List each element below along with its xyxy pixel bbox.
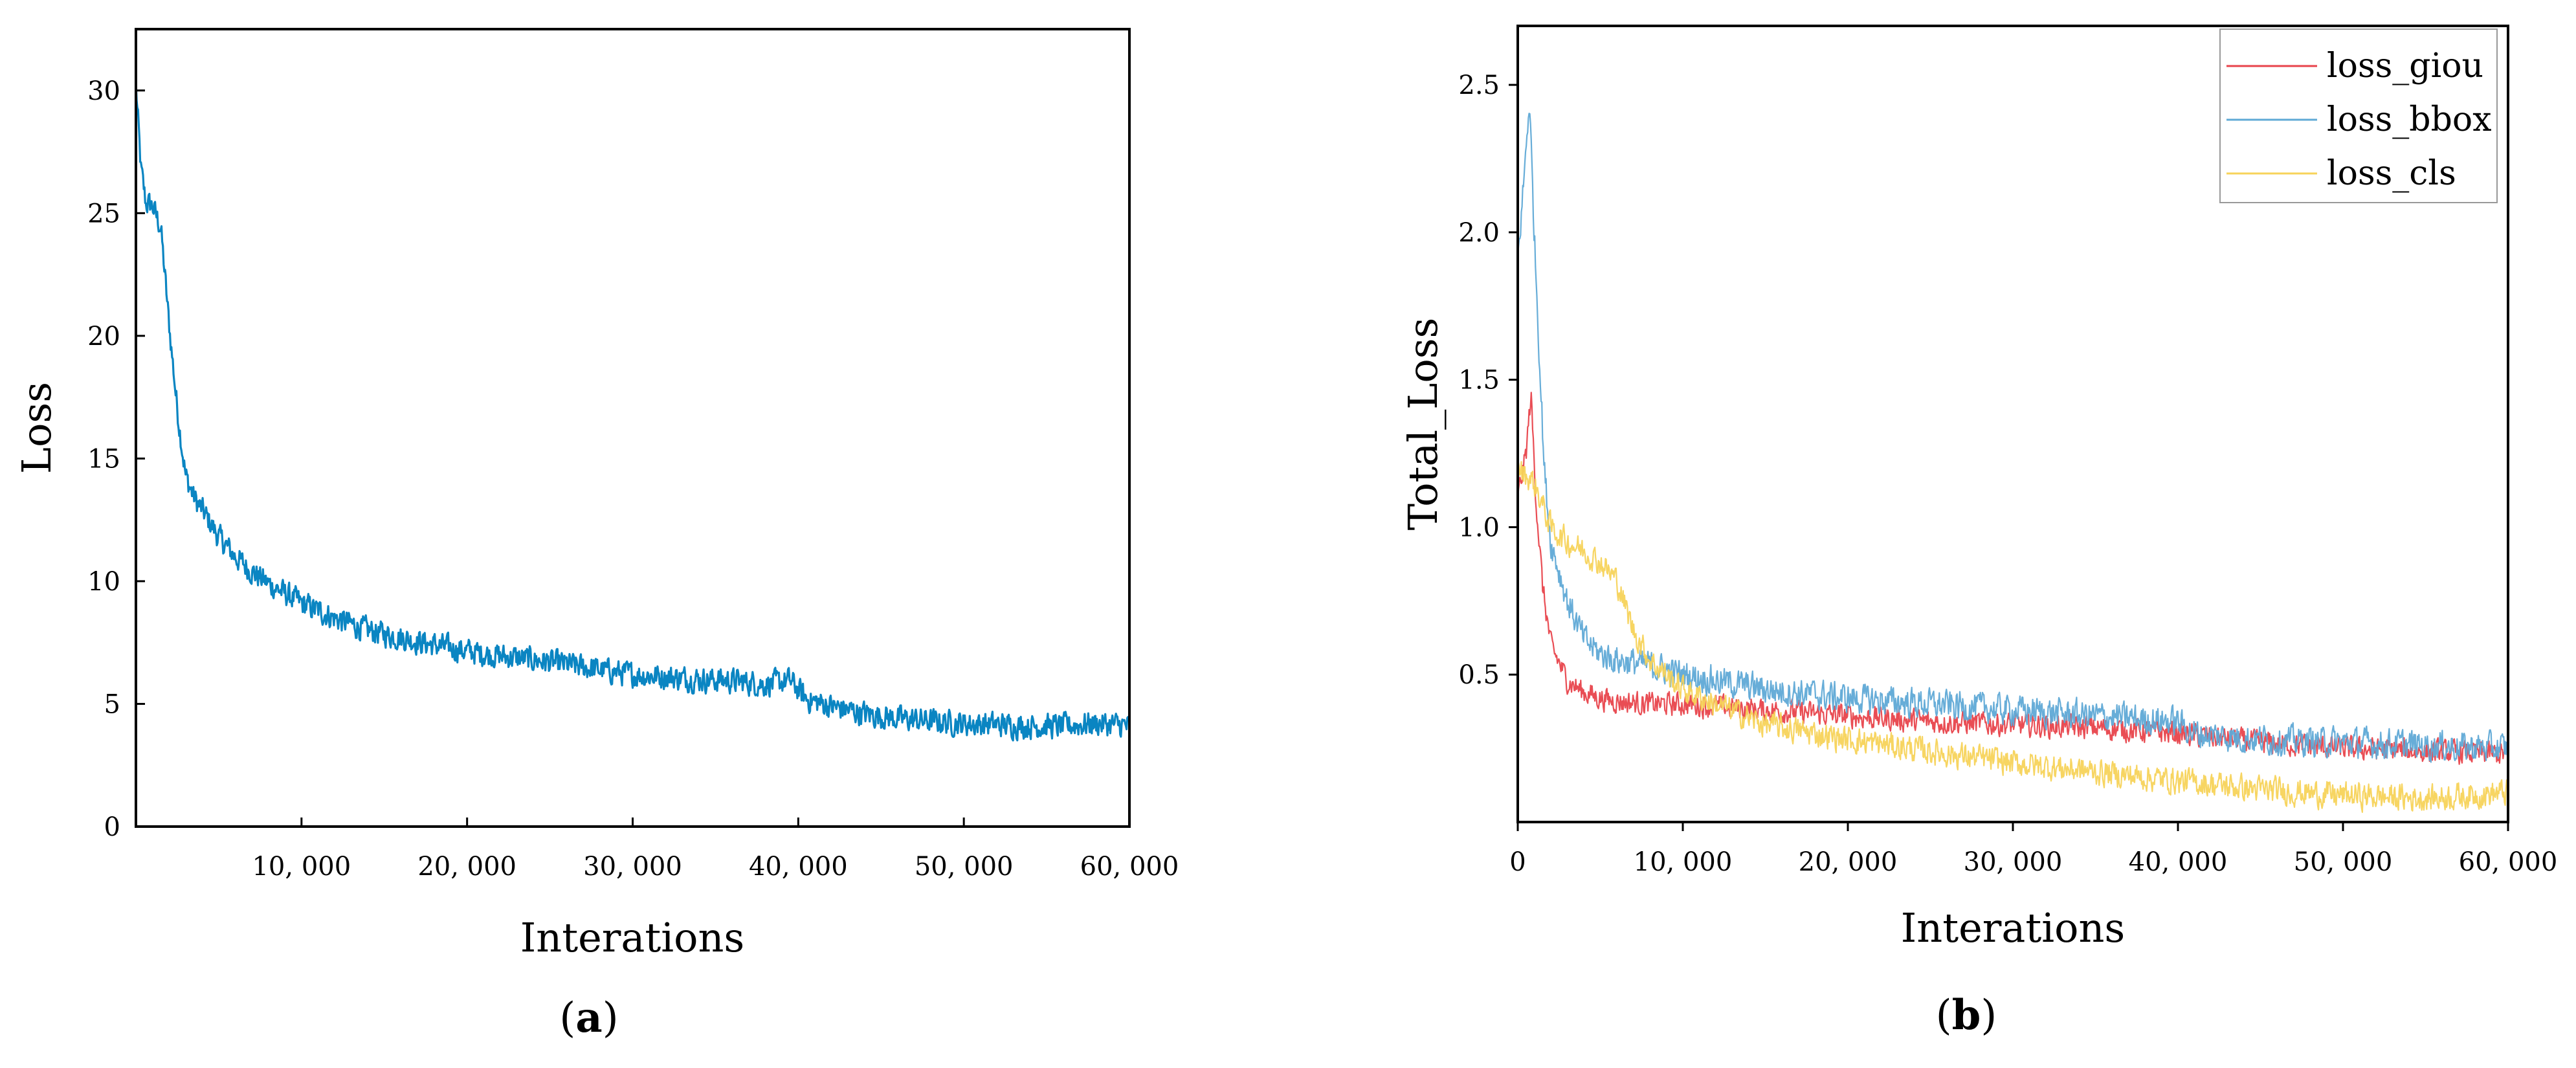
panel-a-caption: (a) [559,994,618,1042]
y-tick-label: 0.5 [1458,660,1500,690]
panel-b-plot-frame [1516,25,2509,823]
legend-label-loss-bbox: loss_bbox [2327,100,2492,139]
panel-b-caption: (b) [1936,991,1997,1040]
y-tick-label: 15 [87,444,120,474]
panel-b: 0 10, 000 20, 000 30, 000 40, 000 50, 000 60, … [1399,25,2557,1040]
y-tick-label: 30 [87,76,120,106]
panel-a-plot-frame [135,28,1131,828]
y-tick-label: 25 [87,199,120,228]
y-tick-label: 5 [104,689,120,719]
series-line-loss-cls [1516,461,2509,813]
panel-b-x-axis-title: Interations [1901,904,2125,951]
y-tick-label: 2.0 [1458,218,1500,248]
x-tick-label: 20, 000 [1799,847,1898,877]
panel-a-ticks: 10, 000 20, 000 30, 000 40, 000 50, 000 60, 0… [87,76,1179,882]
y-tick-label: 2.5 [1458,71,1500,100]
legend-label-loss-giou: loss_giou [2327,47,2483,85]
panel-b-legend: loss_giou loss_bbox loss_cls [2219,28,2498,203]
x-tick-label: 60, 000 [1080,852,1179,882]
x-tick-label: 50, 000 [2294,847,2393,877]
y-tick-label: 20 [87,322,120,351]
x-tick-label: 30, 000 [583,852,682,882]
y-tick-label: 0 [104,812,120,842]
x-tick-label: 60, 000 [2459,847,2558,877]
x-tick-label: 20, 000 [417,852,516,882]
x-tick-label: 30, 000 [1964,847,2063,877]
y-tick-label: 10 [87,567,120,597]
y-tick-label: 1.0 [1458,513,1500,542]
series-line-loss-giou [1516,392,2509,765]
panel-b-series [1516,113,2509,813]
panel-a-x-axis-title: Interations [520,914,744,961]
panel-b-ticks: 0 10, 000 20, 000 30, 000 40, 000 50, 000 60, … [1458,71,2557,877]
x-tick-label: 40, 000 [749,852,848,882]
panel-a: 10, 000 20, 000 30, 000 40, 000 50, 000 60, 0… [13,28,1179,1042]
legend-label-loss-cls: loss_cls [2327,154,2456,193]
panel-b-y-axis-title: Total_Loss [1399,318,1447,531]
x-tick-label: 0 [1509,847,1526,877]
panel-a-series [135,82,1130,742]
x-tick-label: 10, 000 [1634,847,1733,877]
x-tick-label: 10, 000 [252,852,351,882]
series-line-Loss [135,82,1130,742]
y-tick-label: 1.5 [1458,366,1500,395]
x-tick-label: 40, 000 [2129,847,2228,877]
panel-a-y-axis-title: Loss [13,382,60,474]
series-line-loss-bbox [1516,113,2509,763]
x-tick-label: 50, 000 [915,852,1014,882]
